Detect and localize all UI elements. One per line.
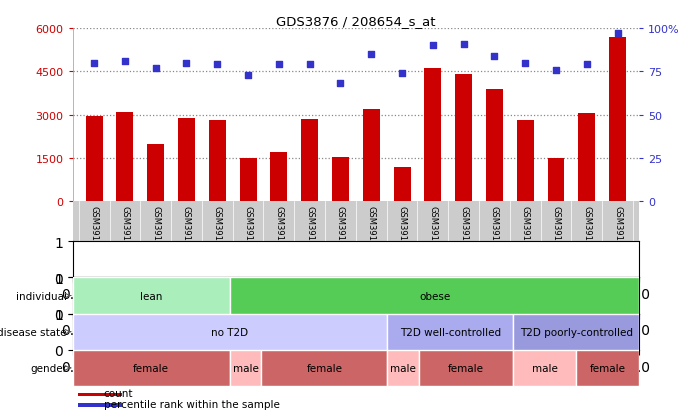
Bar (578, 114, 595, 202)
Point (427, 43, 438, 50)
Text: obese: obese (419, 291, 451, 301)
Text: female: female (306, 363, 342, 373)
Text: T2D well-controlled: T2D well-controlled (399, 327, 501, 337)
Text: GSM391693: GSM391693 (90, 206, 99, 256)
Text: GSM391702: GSM391702 (397, 206, 406, 256)
Point (150, 65, 161, 72)
Text: GSM391701: GSM391701 (336, 206, 345, 256)
Text: GSM391705: GSM391705 (459, 206, 468, 256)
Bar (388, 314, 513, 350)
Text: GSM391694: GSM391694 (120, 206, 129, 256)
Point (581, 62, 592, 69)
Bar (517, 121, 533, 202)
Text: female: female (448, 363, 484, 373)
Point (120, 59, 131, 65)
Text: GSM391695: GSM391695 (151, 206, 160, 256)
Bar (455, 75, 472, 202)
Bar (73, 278, 230, 314)
Bar (576, 350, 639, 386)
Point (551, 67, 562, 74)
Text: lean: lean (140, 291, 162, 301)
Bar (609, 38, 626, 202)
Text: GSM391700: GSM391700 (244, 206, 253, 256)
Text: no T2D: no T2D (211, 327, 249, 337)
Text: GSM391696: GSM391696 (182, 206, 191, 256)
Bar (388, 350, 419, 386)
Bar (394, 167, 410, 202)
Text: count: count (104, 388, 133, 399)
Bar (78, 403, 122, 406)
Text: male: male (390, 363, 416, 373)
Point (211, 62, 223, 69)
Bar (419, 350, 513, 386)
Point (458, 41, 469, 48)
Point (366, 52, 377, 58)
Text: T2D poorly-controlled: T2D poorly-controlled (520, 327, 633, 337)
Bar (73, 314, 388, 350)
Text: GSM391699: GSM391699 (305, 206, 314, 256)
Bar (261, 350, 388, 386)
Text: male: male (233, 363, 258, 373)
Bar (73, 350, 230, 386)
Bar (270, 153, 287, 202)
Point (274, 62, 285, 69)
Text: GSM391706: GSM391706 (490, 206, 499, 256)
Point (243, 72, 254, 79)
Bar (178, 118, 195, 202)
Bar (547, 159, 565, 202)
Text: GSM391710: GSM391710 (613, 206, 622, 256)
Text: percentile rank within the sample: percentile rank within the sample (104, 399, 280, 408)
Point (88, 60, 100, 67)
Point (304, 62, 315, 69)
Text: male: male (532, 363, 558, 373)
Bar (240, 159, 256, 202)
Point (181, 60, 192, 67)
Text: individual: individual (16, 291, 67, 301)
Point (520, 60, 531, 67)
Text: GSM391698: GSM391698 (274, 206, 283, 256)
Bar (486, 90, 503, 202)
Bar (230, 350, 261, 386)
Point (335, 81, 346, 88)
Text: female: female (133, 363, 169, 373)
Point (397, 71, 408, 77)
Bar (117, 112, 133, 202)
Bar (147, 144, 164, 202)
Text: GSM391708: GSM391708 (583, 206, 591, 256)
Title: GDS3876 / 208654_s_at: GDS3876 / 208654_s_at (276, 15, 435, 28)
Bar (424, 69, 442, 202)
Text: disease state: disease state (0, 327, 67, 337)
Bar (363, 109, 380, 202)
Bar (86, 117, 102, 202)
Bar (78, 393, 122, 396)
Text: GSM391707: GSM391707 (521, 206, 530, 256)
Point (489, 53, 500, 60)
Bar (301, 120, 318, 202)
Point (612, 31, 623, 38)
Text: GSM391704: GSM391704 (428, 206, 437, 256)
Bar (513, 314, 639, 350)
Text: GSM391709: GSM391709 (551, 206, 560, 256)
Text: GSM391697: GSM391697 (213, 206, 222, 256)
Bar (332, 157, 349, 202)
Bar (513, 350, 576, 386)
Text: female: female (589, 363, 625, 373)
Bar (209, 121, 226, 202)
Text: GSM391703: GSM391703 (367, 206, 376, 256)
Text: gender: gender (30, 363, 67, 373)
Bar (230, 278, 639, 314)
